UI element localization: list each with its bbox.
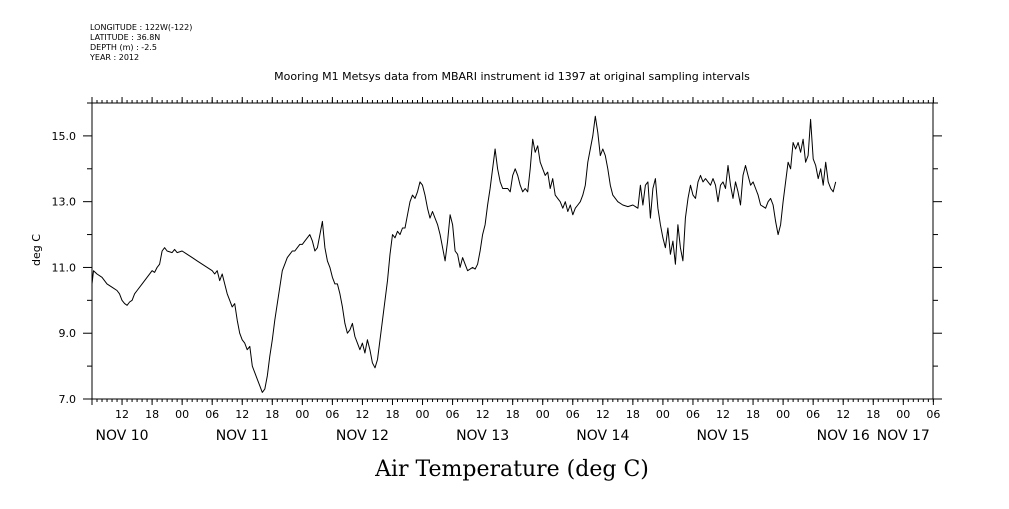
x-hour-tick-label: 06 — [806, 408, 820, 421]
y-tick-label: 15.0 — [52, 130, 77, 143]
x-day-label: NOV 13 — [456, 428, 509, 444]
x-day-label: NOV 11 — [216, 428, 269, 444]
x-day-label: NOV 17 — [877, 428, 930, 444]
x-hour-tick-label: 18 — [746, 408, 760, 421]
x-day-label: NOV 12 — [336, 428, 389, 444]
x-hour-tick-label: 00 — [776, 408, 790, 421]
longitude-text: LONGITUDE : 122W(-122) — [90, 23, 192, 32]
x-hour-tick-label: 06 — [926, 408, 940, 421]
y-axis-label: deg C — [30, 234, 43, 266]
x-hour-tick-label: 12 — [596, 408, 610, 421]
y-tick-label: 7.0 — [59, 393, 77, 406]
x-hour-tick-label: 06 — [446, 408, 460, 421]
series-line — [91, 115, 837, 393]
x-hour-tick-label: 00 — [295, 408, 309, 421]
x-day-label: NOV 15 — [696, 428, 749, 444]
series-layer — [91, 115, 837, 393]
x-day-label: NOV 16 — [817, 428, 870, 444]
year-text: YEAR : 2012 — [89, 53, 139, 62]
x-hour-tick-label: 12 — [476, 408, 490, 421]
x-hour-tick-label: 00 — [536, 408, 550, 421]
x-hour-tick-label: 12 — [355, 408, 369, 421]
plot-frame — [91, 102, 934, 400]
x-hour-tick-label: 12 — [235, 408, 249, 421]
x-hour-tick-label: 06 — [566, 408, 580, 421]
y-tick-label: 9.0 — [59, 327, 77, 340]
y-tick-label: 13.0 — [52, 196, 77, 209]
metadata-block: LONGITUDE : 122W(-122) LATITUDE : 36.8N … — [89, 23, 192, 62]
x-hour-tick-label: 06 — [686, 408, 700, 421]
latitude-text: LATITUDE : 36.8N — [90, 33, 160, 42]
x-hour-tick-label: 18 — [385, 408, 399, 421]
x-hour-tick-label: 18 — [866, 408, 880, 421]
x-hour-tick-label: 00 — [656, 408, 670, 421]
x-hour-tick-label: 00 — [896, 408, 910, 421]
x-hour-tick-label: 18 — [145, 408, 159, 421]
chart-footer-title: Air Temperature (deg C) — [374, 457, 649, 482]
chart-title: Mooring M1 Metsys data from MBARI instru… — [274, 70, 750, 83]
x-hour-tick-label: 06 — [325, 408, 339, 421]
x-hour-tick-label: 12 — [115, 408, 129, 421]
x-hour-tick-label: 18 — [506, 408, 520, 421]
x-hour-tick-label: 06 — [205, 408, 219, 421]
x-hour-tick-label: 00 — [175, 408, 189, 421]
axis-ticks — [83, 97, 942, 405]
x-day-label: NOV 10 — [96, 428, 149, 444]
depth-text: DEPTH (m) : -2.5 — [90, 43, 157, 52]
x-hour-tick-label: 12 — [836, 408, 850, 421]
x-hour-tick-label: 18 — [626, 408, 640, 421]
axis-tick-labels: 12 18 00 06 12 18 00 06 12 18 00 06 12 18 00 06 12 18 00 06… — [52, 130, 941, 444]
x-hour-tick-label: 12 — [716, 408, 730, 421]
x-hour-tick-label: 00 — [416, 408, 430, 421]
x-day-label: NOV 14 — [576, 428, 629, 444]
y-tick-label: 11.0 — [52, 261, 77, 274]
x-hour-tick-label: 18 — [265, 408, 279, 421]
